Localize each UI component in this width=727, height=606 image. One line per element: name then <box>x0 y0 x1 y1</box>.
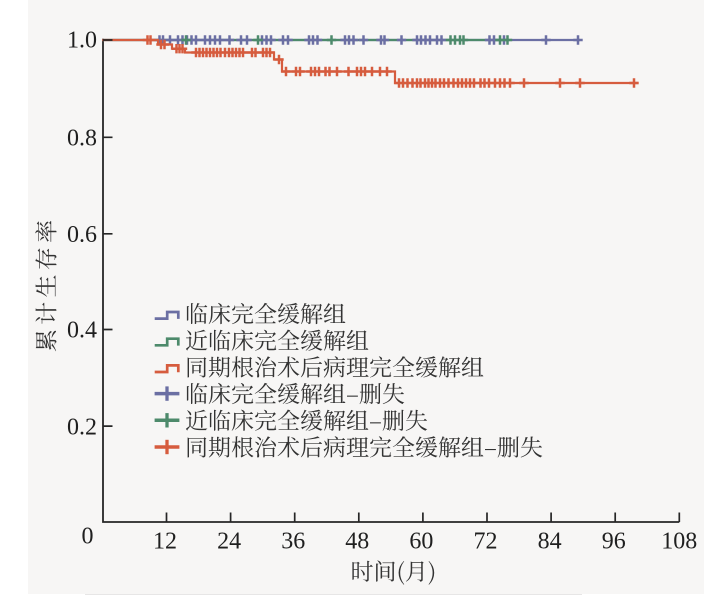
svg-text:60: 60 <box>409 529 433 555</box>
svg-text:108: 108 <box>661 529 697 555</box>
svg-text:84: 84 <box>538 529 562 555</box>
svg-text:72: 72 <box>474 529 498 555</box>
svg-text:24: 24 <box>217 529 241 555</box>
svg-text:0.6: 0.6 <box>67 222 97 248</box>
svg-text:36: 36 <box>281 529 305 555</box>
svg-text:1.0: 1.0 <box>67 28 97 54</box>
svg-text:12: 12 <box>153 529 177 555</box>
svg-text:96: 96 <box>602 529 626 555</box>
svg-text:0.4: 0.4 <box>67 318 97 344</box>
svg-text:48: 48 <box>345 529 369 555</box>
svg-text:0.2: 0.2 <box>67 414 97 440</box>
svg-text:0.8: 0.8 <box>67 126 97 152</box>
svg-text:0: 0 <box>82 524 94 550</box>
